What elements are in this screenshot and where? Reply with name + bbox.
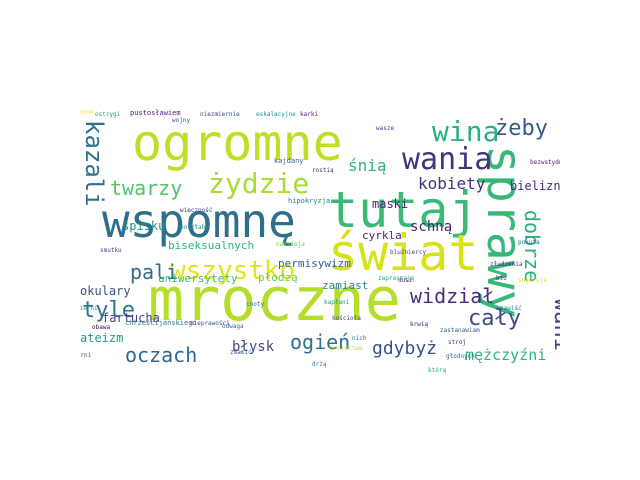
word: kobiety (418, 174, 486, 193)
word: żydzie (208, 167, 310, 200)
word: permisywizm (278, 257, 351, 270)
word: uniwersytety (158, 272, 238, 285)
word: wspomnę (102, 194, 296, 248)
word: niezmiernie (200, 111, 240, 118)
word: widział (410, 284, 495, 308)
word: nieprawości (190, 320, 230, 327)
word: świat (328, 224, 479, 282)
word: wieczność (180, 207, 213, 214)
word: głodnych (446, 353, 475, 360)
word: sugeruje (518, 277, 547, 284)
word: kazali (80, 120, 108, 207)
word: krwią (410, 321, 429, 328)
word: stroj (448, 339, 467, 346)
word: zawiść (500, 305, 522, 312)
word: nadzieja (276, 241, 305, 248)
word: zastanawiam (440, 327, 480, 334)
word: twarzy (110, 176, 183, 200)
word: pustosławiem (130, 109, 181, 117)
word: smutku (100, 247, 122, 254)
word: wina (432, 115, 500, 148)
word: biseksualnych (168, 239, 255, 252)
word: zapraszają (378, 275, 415, 282)
word: drżą (312, 361, 327, 368)
word: mężczyźni (465, 346, 547, 364)
word: hipokryzja (288, 197, 331, 205)
word: ateizm (80, 331, 124, 345)
word: kto (496, 275, 507, 282)
word: oczach (125, 343, 198, 367)
word: schną (410, 219, 453, 235)
word: którą (428, 367, 447, 374)
word: kapłani (324, 299, 350, 306)
word: wierni (80, 305, 98, 312)
word: bezwstydnie (530, 159, 560, 166)
word: pali (130, 260, 179, 284)
word: sprawy (476, 145, 532, 319)
word: kajdany (274, 157, 304, 165)
word: wani (549, 298, 560, 351)
word: maski (372, 197, 409, 211)
word: eskalacyjne (256, 111, 296, 118)
word: odwaga (222, 323, 244, 330)
word: obawa (92, 324, 111, 331)
word: cyrkla (362, 229, 402, 242)
word: tutaj (328, 181, 479, 239)
word: zmamić (230, 349, 252, 356)
word: rostią (312, 167, 334, 174)
word: cnoty (246, 301, 265, 308)
word: ukrytego (80, 109, 95, 115)
word: wasze (376, 125, 395, 132)
word: żeby (495, 116, 548, 141)
word: złudzenia (490, 261, 523, 268)
word: płodzą (258, 271, 298, 284)
word: cały (468, 306, 521, 331)
word: bielizn (510, 179, 560, 193)
word: wszystko (170, 256, 296, 286)
word: wania (402, 142, 493, 177)
word: pokuta (518, 239, 540, 246)
word: spisku (122, 219, 166, 233)
word: ostrygi (95, 111, 121, 118)
word: kościoła (332, 315, 361, 322)
word-cloud: wspomnę tutaj mroczne ogromne świat spra… (80, 100, 560, 380)
word: śnią (348, 156, 387, 175)
word: fartucha (102, 311, 160, 325)
word: chrześcijańskiego (125, 319, 197, 327)
word: bluźniercy (390, 249, 427, 256)
word: ogromne (132, 114, 343, 172)
word: błysk (232, 339, 275, 355)
word: nich (352, 335, 367, 342)
word: mroczne (148, 265, 401, 335)
word: dobrze (520, 210, 544, 283)
word: tyle (82, 298, 135, 323)
word: proroctwa (330, 345, 363, 352)
word: poszłaby (180, 224, 209, 231)
word: okulary (80, 284, 131, 298)
word: wojny (172, 117, 191, 124)
word: ogień (290, 330, 351, 354)
word: mizerni (80, 352, 92, 359)
word: karki (300, 111, 319, 118)
word: dusi (398, 277, 413, 284)
word: gdybyż (372, 338, 438, 359)
word: zamiast (322, 279, 369, 292)
